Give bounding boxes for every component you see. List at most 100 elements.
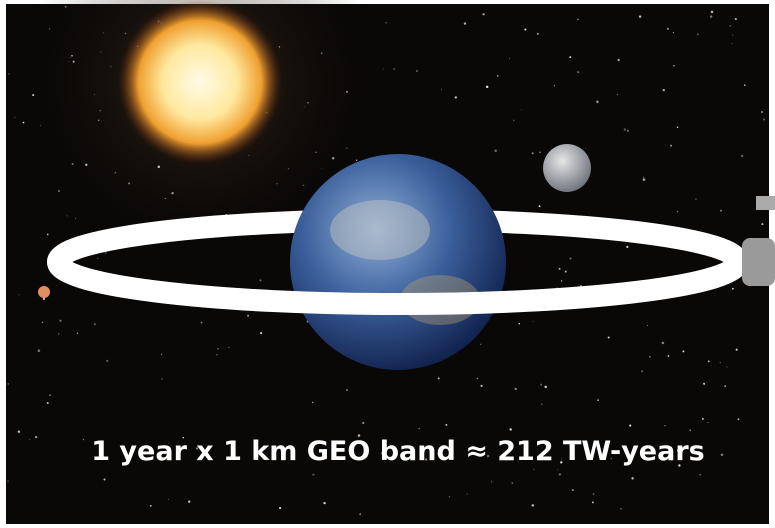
star [524,28,527,31]
star [642,176,644,178]
star [532,321,534,323]
star [93,323,96,326]
star [678,464,681,467]
star [312,473,315,476]
star [569,56,572,59]
star [149,504,152,507]
star [508,58,511,60]
star [596,100,599,103]
star [259,279,262,282]
star [509,428,512,431]
star [41,321,44,323]
star [734,17,737,21]
star [677,449,680,452]
star [311,401,314,404]
star [553,85,555,87]
star [564,270,567,273]
star [476,377,478,379]
star [761,223,764,226]
star [557,469,558,470]
satellite [742,196,775,286]
star [558,267,561,270]
star [482,13,485,16]
star [14,116,16,118]
star [667,355,670,357]
star [640,370,644,373]
star [215,353,218,356]
star [670,144,673,147]
star [418,427,420,430]
star [34,435,38,439]
star [558,473,562,476]
star [8,73,10,75]
star [490,481,492,483]
star [362,421,365,425]
star [666,27,669,30]
star [617,58,620,62]
star [610,458,612,460]
star [513,119,515,121]
star [103,478,106,481]
satellite-body [742,238,775,286]
star [480,343,482,345]
star [560,280,563,282]
star [448,496,451,498]
star [533,468,535,470]
star [720,453,724,457]
star [74,218,76,220]
star [59,319,62,322]
star [592,493,595,495]
star [454,96,457,99]
star [707,360,710,363]
star [627,130,629,132]
star [422,448,425,452]
star [577,18,579,21]
star [46,401,49,405]
sun [118,0,282,164]
star [424,458,428,461]
star [104,252,107,254]
star [763,118,766,121]
star [496,75,499,77]
star [743,84,746,87]
star [538,205,541,208]
caption: 1 year x 1 km GEO band ≈ 212 TW-years [91,436,704,467]
star [511,482,514,484]
star [701,417,704,420]
star [724,385,727,387]
star [672,31,675,34]
star [699,473,701,476]
star [217,348,219,350]
star [761,111,763,113]
star [631,477,634,480]
star [463,22,467,25]
star [437,377,440,380]
star [106,359,109,363]
star [161,378,163,380]
star [486,454,490,458]
star [385,22,387,24]
star [485,85,489,89]
star [735,348,738,351]
star [629,424,632,427]
star [682,350,685,353]
star [357,434,361,437]
ring-front [47,258,749,315]
star [415,70,418,72]
star [664,425,666,427]
star [518,322,521,325]
star [29,439,30,441]
star [719,362,721,364]
star [42,297,46,300]
star [638,15,642,18]
star [623,128,627,131]
star [440,88,443,90]
star [539,151,541,154]
star [560,461,563,464]
star [607,336,610,339]
star [729,25,731,27]
star [642,178,646,181]
star [571,489,574,492]
star [17,430,21,433]
star [346,389,348,391]
